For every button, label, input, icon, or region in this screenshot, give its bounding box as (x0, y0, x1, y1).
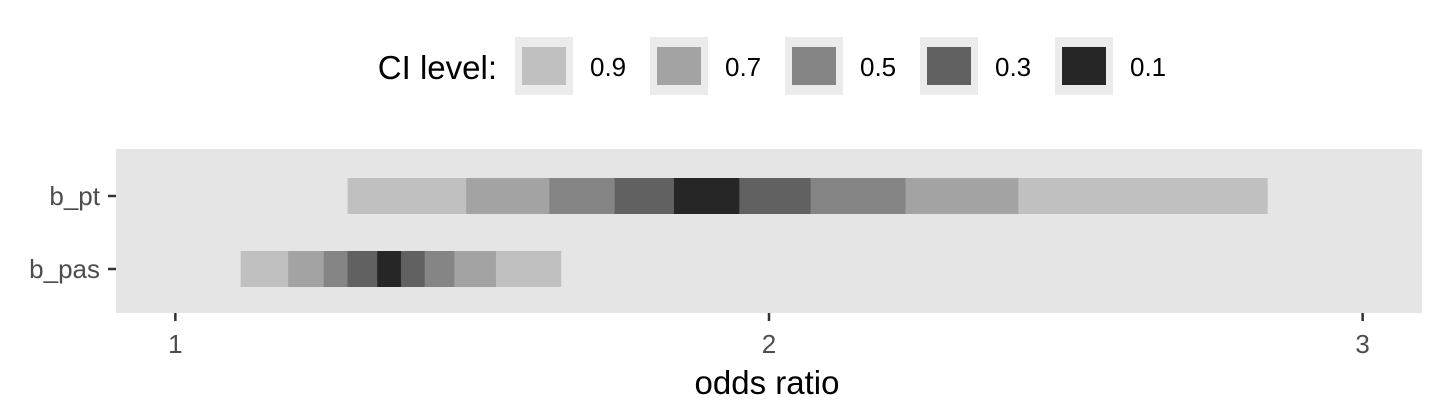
y-axis: b_pt b_pas (29, 181, 116, 284)
y-tick-label: b_pt (49, 181, 100, 211)
legend: CI level: 0.9 0.7 0.5 0.3 0.1 (378, 37, 1166, 95)
x-tick-label: 2 (762, 329, 776, 359)
legend-label: 0.5 (860, 52, 896, 82)
legend-label: 0.9 (590, 52, 626, 82)
x-tick-label: 1 (168, 329, 182, 359)
x-axis: 1 2 3 (168, 313, 1370, 359)
interval-b_pas-0.1 (377, 251, 401, 287)
legend-title: CI level: (378, 49, 497, 86)
legend-swatch-0.3 (927, 47, 971, 85)
legend-swatch-0.9 (522, 47, 566, 85)
y-tick-label: b_pas (29, 254, 100, 284)
interval-layer (240, 178, 1268, 287)
x-tick-label: 3 (1355, 329, 1369, 359)
x-axis-label: odds ratio (695, 364, 840, 401)
legend-label: 0.7 (725, 52, 761, 82)
legend-label: 0.3 (995, 52, 1031, 82)
interval-b_pt-0.1 (674, 178, 740, 214)
legend-swatch-0.1 (1062, 47, 1106, 85)
plot-panel (116, 149, 1422, 313)
legend-label: 0.1 (1130, 52, 1166, 82)
legend-swatch-0.5 (792, 47, 836, 85)
legend-swatch-0.7 (657, 47, 701, 85)
